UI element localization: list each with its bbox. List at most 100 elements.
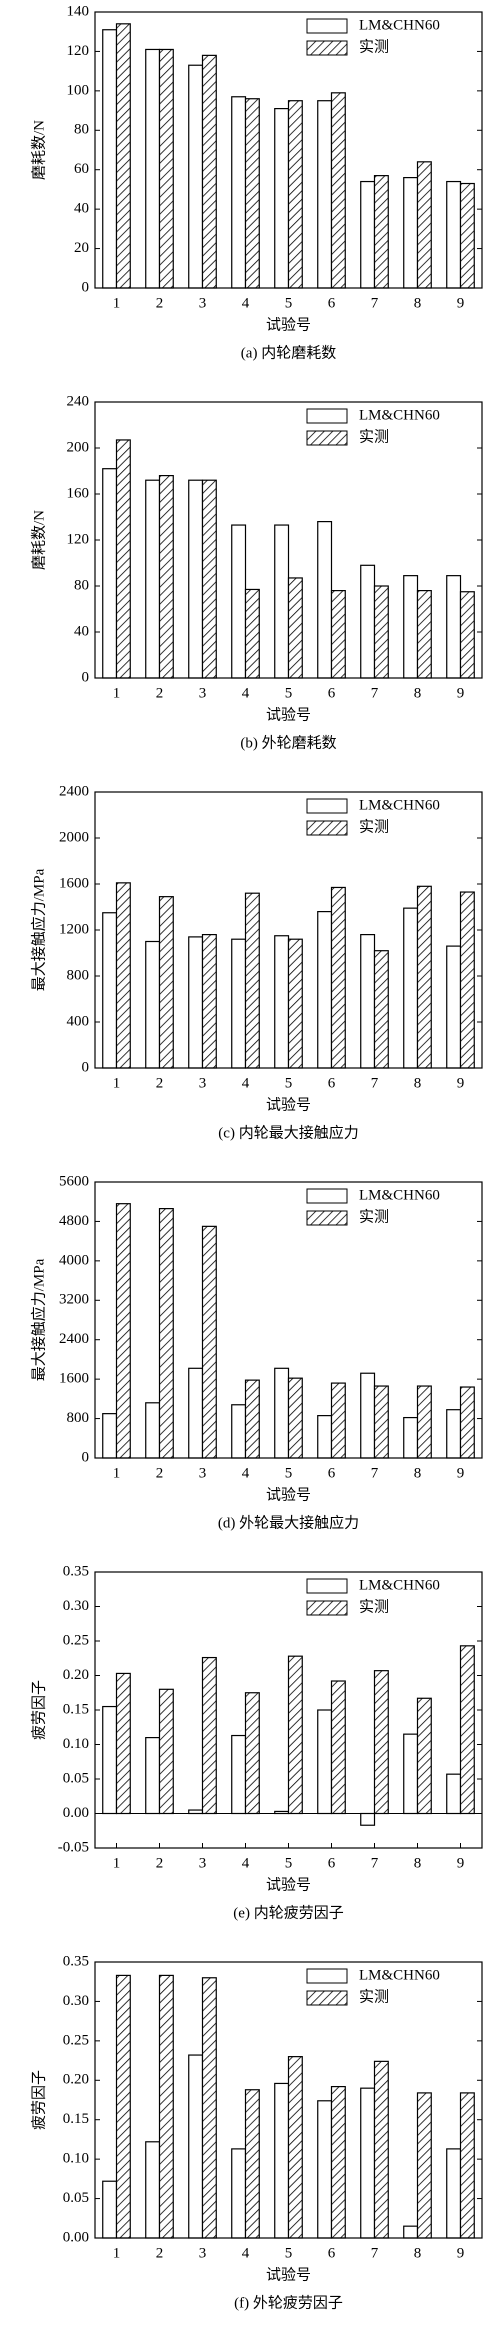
bar xyxy=(244,1379,260,1459)
bar xyxy=(416,2092,432,2239)
legend-label: LM&CHN60 xyxy=(359,407,440,423)
y-tick-label: 0.15 xyxy=(63,1701,89,1717)
bar xyxy=(102,1413,118,1459)
y-tick-label: 4000 xyxy=(59,1252,89,1268)
x-tick-label: 5 xyxy=(285,1465,293,1481)
y-tick-label: 400 xyxy=(67,1013,90,1029)
legend-label: LM&CHN60 xyxy=(359,797,440,813)
x-tick-label: 6 xyxy=(328,1075,336,1091)
x-tick-label: 7 xyxy=(371,1855,379,1871)
bar xyxy=(317,1709,333,1815)
bar xyxy=(201,934,217,1069)
bar xyxy=(188,1367,204,1459)
bar xyxy=(115,23,131,289)
bar xyxy=(330,1382,346,1459)
bar xyxy=(330,590,346,679)
x-tick-label: 3 xyxy=(199,2245,207,2261)
bar xyxy=(330,2085,346,2239)
x-tick-label: 6 xyxy=(328,295,336,311)
caption: (f) 外轮疲劳因子 xyxy=(234,2294,343,2311)
bar xyxy=(459,891,475,1069)
bar xyxy=(274,935,290,1069)
bar xyxy=(287,1655,303,1815)
y-tick-label: 80 xyxy=(74,577,89,593)
bar xyxy=(115,1974,131,2239)
y-axis-label: 磨耗数/N xyxy=(30,510,47,570)
bar xyxy=(145,940,161,1069)
x-axis-label: 试验号 xyxy=(266,316,311,333)
legend-swatch xyxy=(306,1578,348,1594)
bar xyxy=(115,1672,131,1815)
bar xyxy=(115,439,131,679)
legend-swatch xyxy=(306,430,348,446)
bar xyxy=(459,2092,475,2239)
x-tick-label: 3 xyxy=(199,1075,207,1091)
legend-swatch xyxy=(306,40,348,56)
caption: (a) 内轮磨耗数 xyxy=(241,344,336,361)
bar xyxy=(446,1409,462,1459)
x-tick-label: 1 xyxy=(113,2245,121,2261)
bar xyxy=(403,1733,419,1815)
bar xyxy=(403,1416,419,1459)
x-tick-label: 6 xyxy=(328,685,336,701)
x-tick-label: 9 xyxy=(457,1465,465,1481)
x-tick-label: 6 xyxy=(328,2245,336,2261)
x-tick-label: 7 xyxy=(371,1075,379,1091)
bar xyxy=(244,892,260,1069)
bar xyxy=(145,48,161,289)
bar xyxy=(287,1377,303,1459)
y-tick-label: 0.25 xyxy=(63,1632,89,1648)
bar xyxy=(360,180,376,289)
x-tick-label: 3 xyxy=(199,295,207,311)
bar xyxy=(201,54,217,289)
bar xyxy=(403,2225,419,2239)
legend-label: LM&CHN60 xyxy=(359,1577,440,1593)
bar xyxy=(459,1386,475,1459)
chart-panel: 0 20 40 60 80 100 120 140 1 2 3 4 5 6 7 8 9 LM&CHN60 实测试验号… xyxy=(30,3,483,361)
bar xyxy=(373,585,389,679)
bar xyxy=(102,1705,118,1815)
bar xyxy=(317,911,333,1069)
bar xyxy=(158,474,174,679)
y-tick-label: 0.00 xyxy=(63,1805,89,1821)
x-tick-label: 5 xyxy=(285,2245,293,2261)
bar xyxy=(102,2180,118,2239)
bar xyxy=(416,1385,432,1459)
bar xyxy=(158,1688,174,1815)
bar xyxy=(416,885,432,1069)
y-tick-label: 1600 xyxy=(59,875,89,891)
legend-label: 实测 xyxy=(359,428,389,445)
x-tick-label: 1 xyxy=(113,1465,121,1481)
y-axis-label: 疲劳因子 xyxy=(30,2070,47,2130)
y-tick-label: 240 xyxy=(67,393,90,409)
y-tick-label: 0.10 xyxy=(63,2151,89,2167)
bar xyxy=(102,912,118,1069)
y-tick-label: 120 xyxy=(67,531,90,547)
legend-swatch xyxy=(306,408,348,424)
plot-frame xyxy=(94,791,483,1069)
bar xyxy=(145,2141,161,2239)
x-tick-label: 2 xyxy=(156,1855,164,1871)
x-tick-label: 4 xyxy=(242,1075,250,1091)
bar xyxy=(145,1737,161,1815)
y-tick-label: 0.35 xyxy=(63,1953,89,1969)
bar xyxy=(446,575,462,679)
bar xyxy=(115,1203,131,1459)
y-tick-label: 0.10 xyxy=(63,1736,89,1752)
bar xyxy=(373,1670,389,1815)
bar xyxy=(330,92,346,289)
bar xyxy=(373,2060,389,2239)
x-tick-label: 8 xyxy=(414,1465,422,1481)
y-tick-label: 20 xyxy=(74,240,89,256)
x-axis-label: 试验号 xyxy=(266,1096,311,1113)
bar xyxy=(231,1404,247,1459)
legend-label: LM&CHN60 xyxy=(359,1187,440,1203)
bar xyxy=(188,64,204,289)
y-axis-label: 最大接触应力/MPa xyxy=(29,1258,47,1381)
y-tick-label: 140 xyxy=(67,3,90,19)
bar xyxy=(231,2148,247,2239)
bar xyxy=(287,100,303,289)
bar xyxy=(446,1773,462,1815)
y-tick-label: -0.05 xyxy=(58,1839,89,1855)
x-tick-label: 1 xyxy=(113,295,121,311)
